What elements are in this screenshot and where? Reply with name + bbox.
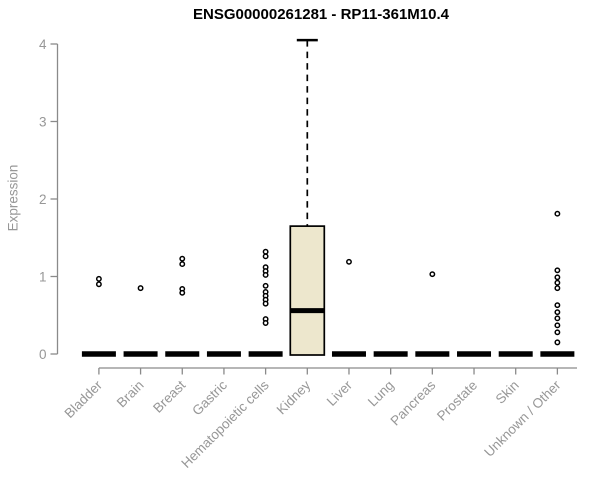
hematopoietic-cells-outlier-point	[262, 248, 269, 255]
unknown-other-outlier-point	[554, 339, 561, 346]
unknown-other-outlier-point	[554, 210, 561, 217]
bladder-zero-median-bar	[81, 351, 116, 357]
x-tick-label-liver: Liver	[324, 377, 356, 409]
breast-zero-median-bar	[165, 351, 200, 357]
x-tick-label-kidney: Kidney	[274, 377, 314, 417]
unknown-other-outlier-point	[554, 315, 561, 322]
breast-outlier-point	[179, 255, 186, 262]
x-tick-label-unknown-other: Unknown / Other	[481, 377, 564, 460]
hematopoietic-cells-outlier-point	[262, 253, 269, 260]
unknown-other-zero-median-bar	[540, 351, 575, 357]
liver-zero-median-bar	[331, 351, 366, 357]
hematopoietic-cells-zero-median-bar	[248, 351, 283, 357]
unknown-other-outlier-point	[554, 279, 561, 286]
lung-zero-median-bar	[373, 351, 408, 357]
unknown-other-outlier-point	[554, 267, 561, 274]
unknown-other-outlier-point	[554, 285, 561, 292]
gastric-zero-median-bar	[206, 351, 241, 357]
kidney-box	[289, 225, 326, 356]
y-tick-label: 0	[39, 347, 47, 362]
hematopoietic-cells-outlier-point	[262, 300, 269, 307]
unknown-other-outlier-point	[554, 322, 561, 329]
y-tick-label: 1	[39, 269, 47, 284]
bladder-outlier-point	[95, 281, 102, 288]
brain-zero-median-bar	[123, 351, 158, 357]
breast-outlier-point	[179, 261, 186, 268]
unknown-other-outlier-point	[554, 302, 561, 309]
x-tick-label-gastric: Gastric	[189, 377, 230, 418]
breast-outlier-point	[179, 289, 186, 296]
x-tick-label-bladder: Bladder	[62, 377, 106, 421]
x-tick-label-breast: Breast	[150, 377, 188, 415]
pancreas-zero-median-bar	[415, 351, 450, 357]
hematopoietic-cells-outlier-point	[262, 282, 269, 289]
unknown-other-outlier-point	[554, 329, 561, 336]
y-tick-label: 3	[39, 114, 47, 129]
liver-outlier-point	[346, 258, 352, 265]
hematopoietic-cells-outlier-point	[262, 320, 269, 326]
prostate-zero-median-bar	[457, 351, 492, 357]
unknown-other-outlier-point	[554, 274, 561, 281]
x-tick-label-pancreas: Pancreas	[388, 377, 439, 428]
hematopoietic-cells-outlier-point	[262, 272, 269, 278]
y-tick-label: 4	[39, 37, 47, 52]
x-tick-label-brain: Brain	[114, 378, 147, 411]
unknown-other-outlier-point	[554, 309, 561, 316]
x-tick-label-prostate: Prostate	[434, 378, 480, 424]
chart-title: ENSG00000261281 - RP11-361M10.4	[192, 6, 449, 23]
x-tick-label-skin: Skin	[493, 378, 522, 407]
x-tick-label-lung: Lung	[365, 378, 397, 410]
pancreas-outlier-point	[429, 271, 436, 278]
bladder-outlier-point	[95, 275, 102, 282]
y-tick-label: 2	[39, 192, 47, 207]
brain-outlier-point	[137, 285, 144, 292]
skin-zero-median-bar	[498, 351, 533, 357]
